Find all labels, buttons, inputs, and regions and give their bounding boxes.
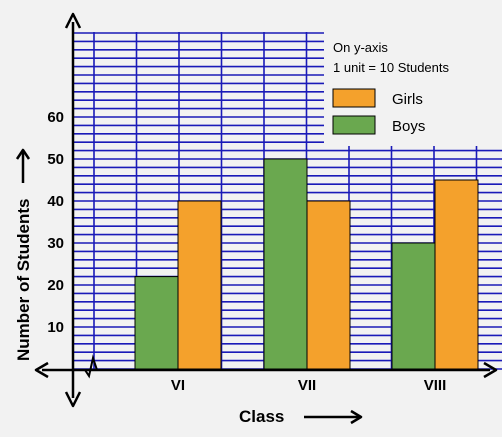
y-tick-label: 60 (47, 109, 64, 126)
y-tick-label: 20 (47, 277, 64, 294)
bar-boys-vii (263, 158, 308, 370)
bar-girls-vi (177, 200, 222, 370)
legend-label-boys: Boys (392, 118, 425, 135)
scale-note-line-2: 1 unit = 10 Students (333, 60, 450, 75)
bar-boys-viii (391, 242, 436, 370)
y-axis-title-arrow (15, 148, 31, 183)
bar-boys-vi (134, 276, 179, 370)
bars (134, 158, 479, 370)
y-axis-arrow-down (64, 391, 82, 408)
x-axis-title-arrow (304, 409, 363, 425)
x-tick-labels: VI VII VIII (171, 377, 446, 394)
y-axis-arrow-up (64, 12, 82, 29)
x-axis-arrow-right (483, 361, 498, 379)
bar-girls-vii (306, 200, 351, 370)
y-axis-title: Number of Students (14, 199, 33, 361)
x-tick-label: VI (171, 377, 185, 394)
y-tick-label: 10 (47, 319, 64, 336)
x-tick-label: VII (298, 377, 316, 394)
axes (34, 12, 498, 408)
bar-girls-viii (434, 179, 479, 370)
x-axis-arrow-left (34, 361, 49, 379)
scale-note-line-1: On y-axis (333, 40, 388, 55)
y-tick-label: 40 (47, 193, 64, 210)
axis-break-zigzag (80, 354, 102, 379)
x-axis-title: Class (239, 407, 284, 426)
y-tick-labels: 10 20 30 40 50 60 (47, 109, 64, 336)
legend-swatch-boys (332, 115, 376, 135)
y-axis-title-group: Number of Students (14, 148, 33, 361)
y-tick-label: 50 (47, 151, 64, 168)
x-tick-label: VIII (424, 377, 447, 394)
legend: On y-axis 1 unit = 10 Students Girls Boy… (324, 22, 502, 146)
legend-label-girls: Girls (392, 91, 423, 108)
legend-swatch-girls (332, 88, 376, 108)
y-tick-label: 30 (47, 235, 64, 252)
